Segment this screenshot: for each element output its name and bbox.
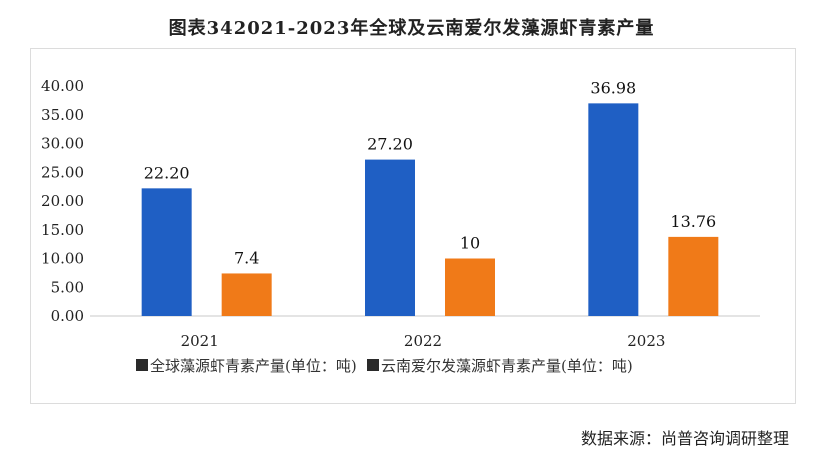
data-label: 36.98 xyxy=(590,78,636,97)
y-tick-label: 5.00 xyxy=(51,278,84,296)
chart-title: 图表342021-2023年全球及云南爱尔发藻源虾青素产量 xyxy=(168,18,655,39)
y-axis: 0.00 5.00 10.00 15.00 20.00 25.00 30.00 35.00 40… xyxy=(41,77,760,325)
bar xyxy=(588,103,639,317)
legend-entry: 云南爱尔发藻源虾青素产量(单位：吨) xyxy=(381,357,633,375)
data-label: 13.76 xyxy=(670,212,716,231)
y-tick-label: 40.00 xyxy=(41,77,84,95)
y-tick-label: 0.00 xyxy=(51,307,84,325)
y-tick-label: 20.00 xyxy=(41,192,84,210)
chart-frame xyxy=(30,48,796,404)
y-tick-label: 15.00 xyxy=(41,221,84,239)
legend-swatch xyxy=(136,359,148,371)
bar xyxy=(221,273,272,316)
bar xyxy=(445,258,495,316)
data-label: 7.4 xyxy=(234,248,259,267)
y-tick-label: 25.00 xyxy=(41,163,84,181)
bar-series: 22.20 7.4 2021 27.20 10 2022 36.98 13.76 2023 xyxy=(141,78,719,350)
data-label: 27.20 xyxy=(367,135,413,154)
legend: 全球藻源虾青素产量(单位：吨) 云南爱尔发藻源虾青素产量(单位：吨) xyxy=(136,357,633,375)
data-label: 10 xyxy=(460,234,480,253)
y-tick-label: 30.00 xyxy=(41,135,84,153)
data-label: 22.20 xyxy=(144,163,190,182)
source-note: 数据来源：尚普咨询调研整理 xyxy=(580,429,789,448)
x-tick-label: 2021 xyxy=(181,332,219,350)
bar xyxy=(668,236,719,316)
legend-swatch xyxy=(367,359,379,371)
bar xyxy=(365,159,415,316)
y-tick-label: 10.00 xyxy=(41,250,84,268)
bar xyxy=(141,188,192,316)
x-tick-label: 2022 xyxy=(404,332,442,350)
legend-entry: 全球藻源虾青素产量(单位：吨) xyxy=(150,357,357,375)
y-tick-label: 35.00 xyxy=(41,106,84,124)
x-tick-label: 2023 xyxy=(627,332,665,350)
